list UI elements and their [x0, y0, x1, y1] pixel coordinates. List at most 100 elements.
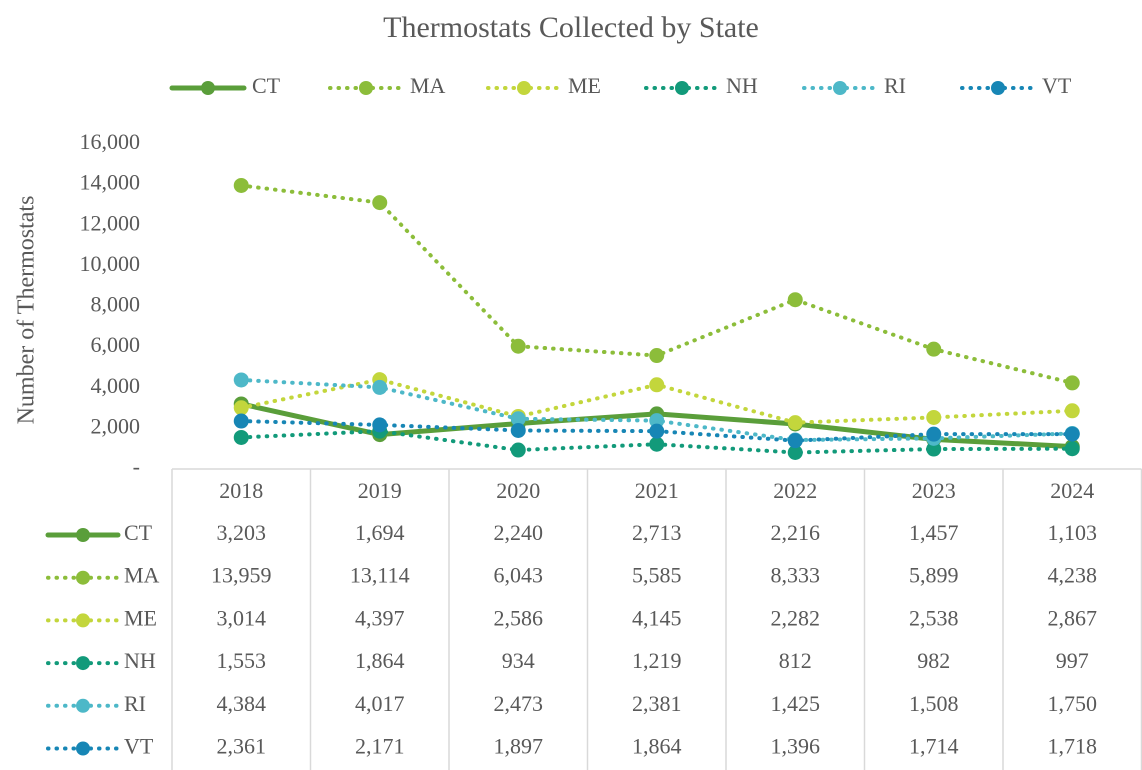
data-point: [510, 422, 526, 438]
table-cell: 8,333: [771, 563, 821, 588]
table-cell: 1,864: [632, 734, 682, 759]
table-cell: 1,714: [909, 734, 959, 759]
data-point: [1064, 375, 1080, 391]
table-cell: 2,240: [494, 520, 544, 545]
data-point: [372, 379, 388, 395]
table-cell: 13,959: [211, 563, 272, 588]
table-series-name: MA: [124, 563, 160, 588]
data-point: [372, 417, 388, 433]
x-tick-label: 2022: [773, 478, 817, 503]
table-cell: 1,425: [771, 691, 821, 716]
table-cell: 6,043: [494, 563, 544, 588]
chart-title: Thermostats Collected by State: [383, 11, 759, 44]
legend-key-marker: [675, 81, 689, 95]
table-cell: 4,238: [1048, 563, 1098, 588]
table-cell: 13,114: [350, 563, 410, 588]
data-point: [926, 426, 942, 442]
table-cell: 1,457: [909, 520, 959, 545]
data-point: [1064, 441, 1080, 457]
table-cell: 2,867: [1048, 605, 1098, 630]
data-point: [233, 400, 249, 416]
table-series-name: VT: [124, 734, 154, 759]
data-point: [649, 377, 665, 393]
table-cell: 2,586: [494, 605, 544, 630]
data-point: [233, 413, 249, 429]
table-cell: 2,282: [771, 605, 821, 630]
table-cell: 1,750: [1048, 691, 1098, 716]
legend-key-marker: [201, 81, 215, 95]
table-cell: 2,171: [355, 734, 405, 759]
x-tick-label: 2024: [1050, 478, 1094, 503]
table-cell: 1,718: [1048, 734, 1098, 759]
table-cell: 2,361: [217, 734, 267, 759]
legend-key-marker: [76, 570, 90, 585]
data-point: [233, 372, 249, 388]
x-tick-label: 2020: [496, 478, 540, 503]
data-point: [926, 441, 942, 457]
table-cell: 2,473: [494, 691, 544, 716]
table-cell: 2,713: [632, 520, 682, 545]
legend-key-marker: [76, 698, 90, 713]
data-point: [787, 415, 803, 431]
data-point: [233, 429, 249, 445]
y-tick-label: 4,000: [91, 373, 141, 398]
x-tick-label: 2018: [219, 478, 263, 503]
y-tick-label: 10,000: [80, 251, 141, 276]
table-cell: 1,694: [355, 520, 405, 545]
data-point: [649, 413, 665, 429]
legend-key-marker: [991, 81, 1005, 95]
table-series-name: CT: [124, 520, 153, 545]
data-point: [510, 411, 526, 427]
table-cell: 1,864: [355, 648, 405, 673]
legend-key-marker: [76, 528, 90, 542]
data-point: [1064, 426, 1080, 442]
table-cell: 1,553: [217, 648, 267, 673]
legend-label: CT: [252, 73, 281, 98]
y-tick-label: 14,000: [80, 170, 141, 195]
legend-label: NH: [726, 73, 758, 98]
legend-label: ME: [568, 73, 601, 98]
legend-key-marker: [76, 741, 90, 756]
table-cell: 2,381: [632, 691, 682, 716]
table-cell: 1,508: [909, 691, 959, 716]
table-cell: 997: [1056, 648, 1089, 673]
data-point: [926, 409, 942, 425]
y-axis-label: Number of Thermostats: [14, 196, 40, 425]
table-cell: 4,397: [355, 605, 405, 630]
table-cell: 5,585: [632, 563, 682, 588]
table-cell: 3,203: [217, 520, 267, 545]
legend-label: VT: [1042, 73, 1072, 98]
table-series-name: RI: [124, 691, 146, 716]
data-point: [787, 445, 803, 461]
data-point: [787, 433, 803, 449]
data-point: [787, 292, 803, 308]
data-point: [372, 195, 388, 211]
table-cell: 4,145: [632, 605, 682, 630]
data-point: [649, 348, 665, 364]
data-point: [649, 436, 665, 452]
x-tick-label: 2019: [358, 478, 402, 503]
table-cell: 934: [502, 648, 535, 673]
x-tick-label: 2023: [912, 478, 956, 503]
legend-key-marker: [833, 81, 847, 95]
table-cell: 1,219: [632, 648, 682, 673]
legend-key-marker: [76, 656, 90, 671]
legend-key-marker: [359, 81, 373, 95]
y-tick-label: 2,000: [91, 413, 141, 438]
table-cell: 2,538: [909, 605, 959, 630]
table-cell: 4,017: [355, 691, 405, 716]
table-cell: 1,396: [771, 734, 821, 759]
table-cell: 2,216: [771, 520, 821, 545]
y-tick-label: 6,000: [91, 332, 141, 357]
table-series-name: ME: [124, 605, 157, 630]
table-cell: 982: [917, 648, 950, 673]
legend-key-marker: [76, 613, 90, 628]
table-cell: 812: [779, 648, 812, 673]
data-point: [1064, 403, 1080, 419]
x-tick-label: 2021: [635, 478, 679, 503]
table-cell: 3,014: [217, 605, 267, 630]
legend-key-marker: [517, 81, 531, 95]
data-point: [649, 423, 665, 439]
y-tick-label: 16,000: [80, 129, 141, 154]
